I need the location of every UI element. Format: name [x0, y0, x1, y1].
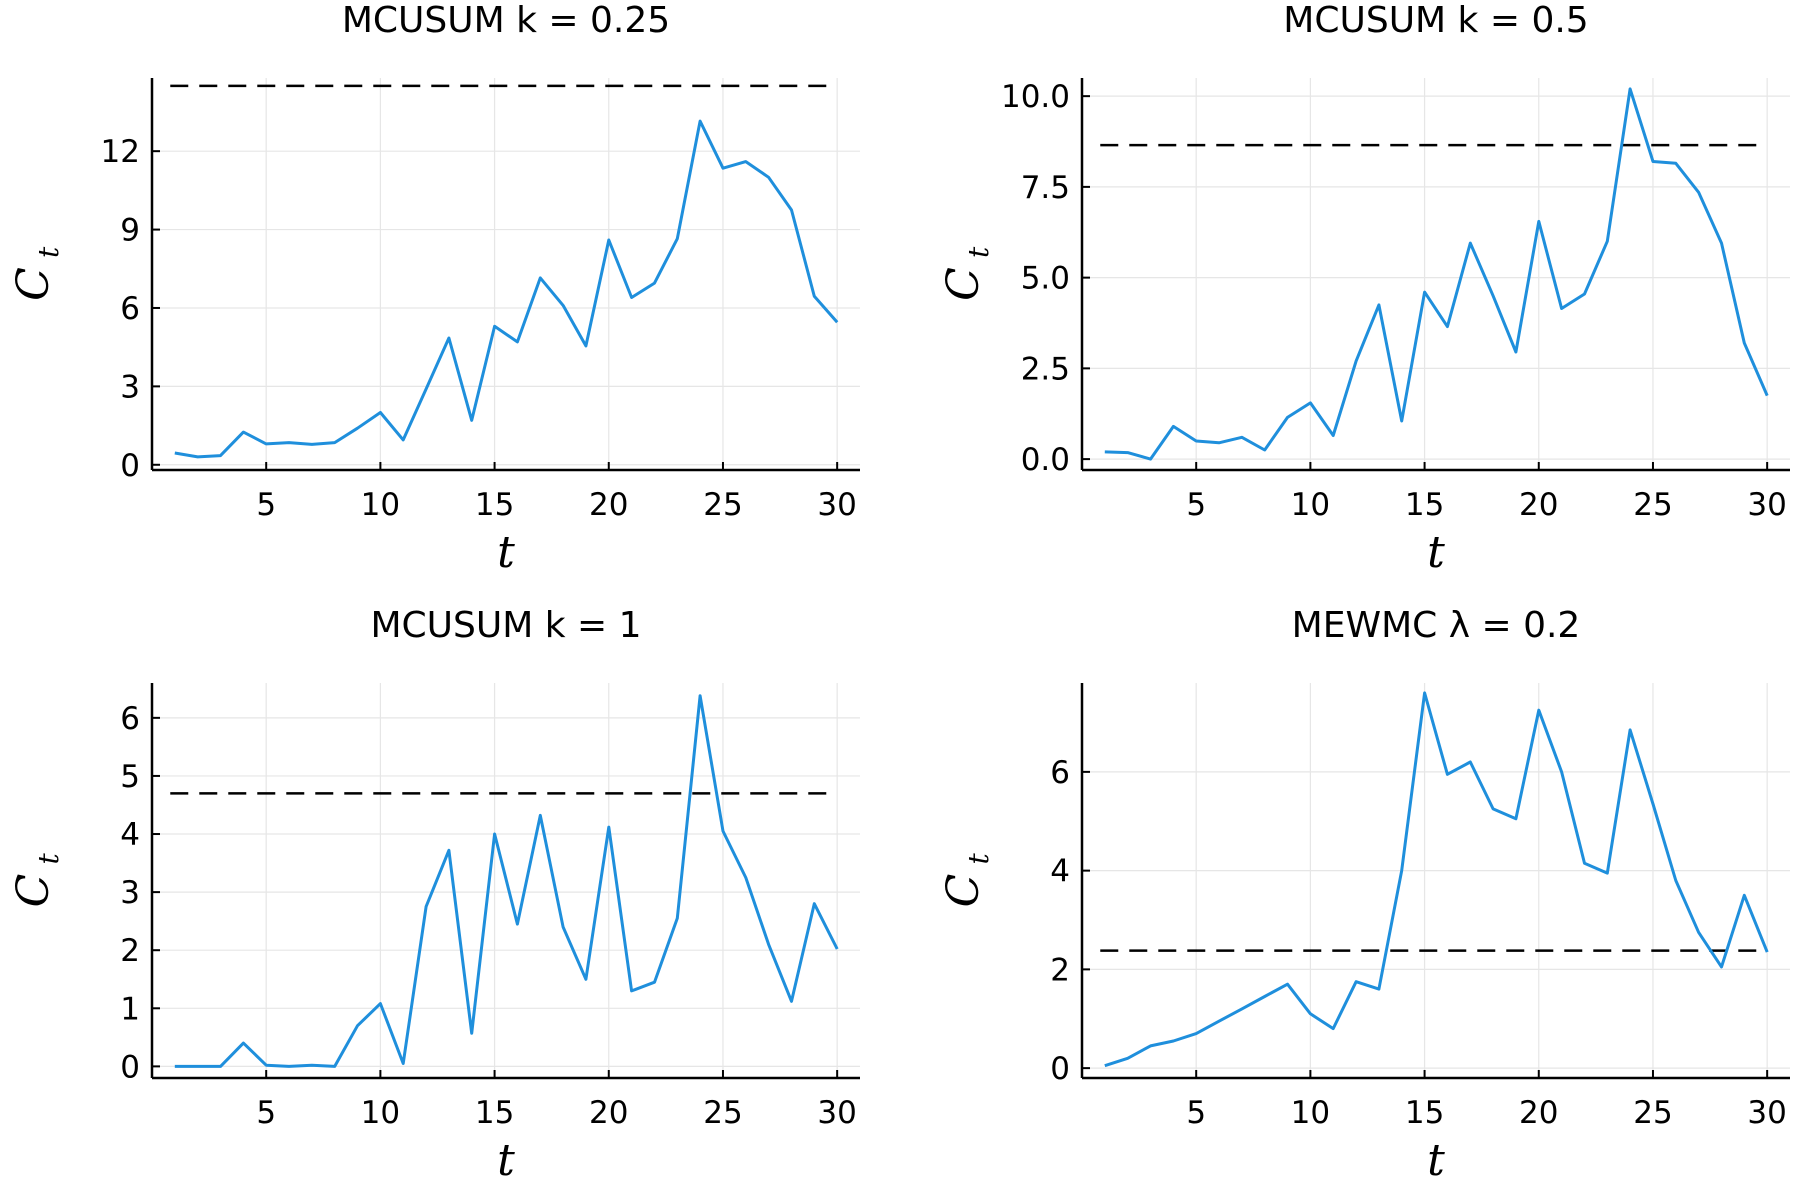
y-axis-label: C t [8, 246, 65, 301]
y-tick-label: 2.5 [1021, 351, 1070, 387]
x-tick-label: 15 [475, 487, 514, 523]
y-axis-label-main: C [8, 267, 59, 301]
y-tick-label: 12 [101, 134, 140, 170]
x-tick-label: 15 [1405, 1095, 1444, 1131]
x-tick-label: 10 [1291, 1095, 1330, 1131]
y-axis-label-subscript: t [32, 246, 65, 258]
chart-title: MEWMC λ = 0.2 [1292, 605, 1581, 646]
chart-title: MCUSUM k = 0.25 [342, 0, 670, 41]
panel-mewmc-lambda-0-2: MEWMC λ = 0.2 t C t 5 10 15 20 25 30 0 2 4 6 [938, 605, 1790, 1186]
chart-title: MCUSUM k = 1 [370, 605, 641, 646]
x-tick-label: 20 [1519, 1095, 1558, 1131]
y-tick-label: 4 [120, 817, 140, 853]
x-tick-label: 25 [1633, 1095, 1672, 1131]
y-axis-label-main: C [8, 874, 59, 908]
x-tick-label: 25 [703, 487, 742, 523]
y-axis-label: C t [8, 853, 65, 908]
panel-mcusum-k-1: MCUSUM k = 1 t C t 5 10 15 20 25 30 0 1 2 3 4 5 6 [8, 605, 860, 1186]
y-tick-label: 3 [120, 369, 140, 405]
y-tick-label: 0.0 [1021, 442, 1070, 478]
y-axis-label: C t [938, 246, 995, 301]
y-tick-label: 5 [120, 759, 140, 795]
y-tick-label: 4 [1050, 854, 1070, 890]
y-tick-label: 3 [120, 875, 140, 911]
x-axis-label: t [497, 1135, 515, 1186]
x-tick-label: 20 [589, 1095, 628, 1131]
panel-mcusum-k-0-25: MCUSUM k = 0.25 t C t 5 10 15 20 25 30 0 3 6 9 12 [8, 0, 860, 578]
series-line [174, 694, 839, 1068]
x-tick-label: 5 [256, 487, 276, 523]
y-axis-label-subscript: t [32, 853, 65, 865]
y-tick-label: 5.0 [1021, 261, 1070, 297]
x-tick-label: 20 [589, 487, 628, 523]
y-tick-label: 0 [1050, 1051, 1070, 1087]
x-tick-label: 30 [817, 487, 856, 523]
x-tick-label: 10 [361, 1095, 400, 1131]
x-tick-label: 5 [256, 1095, 276, 1131]
y-tick-label: 9 [120, 213, 140, 249]
x-tick-label: 15 [1405, 487, 1444, 523]
y-tick-label: 10.0 [1001, 79, 1070, 115]
x-axis-label: t [1427, 1135, 1445, 1186]
x-tick-label: 10 [1291, 487, 1330, 523]
grid [1082, 78, 1790, 470]
y-tick-label: 2 [1050, 952, 1070, 988]
series-line [1104, 87, 1769, 461]
y-tick-label: 6 [120, 701, 140, 737]
chart-title: MCUSUM k = 0.5 [1283, 0, 1588, 41]
x-tick-label: 30 [1747, 1095, 1786, 1131]
x-tick-label: 5 [1186, 1095, 1206, 1131]
y-axis-label-subscript: t [962, 246, 995, 258]
y-tick-label: 6 [120, 291, 140, 327]
y-axis-label-main: C [938, 267, 989, 301]
y-tick-label: 2 [120, 933, 140, 969]
series-line [1104, 691, 1769, 1068]
y-axis-label-subscript: t [962, 853, 995, 865]
x-tick-label: 15 [475, 1095, 514, 1131]
x-tick-label: 30 [817, 1095, 856, 1131]
series-line [174, 119, 839, 459]
x-tick-label: 20 [1519, 487, 1558, 523]
grid [1082, 683, 1790, 1078]
y-tick-label: 6 [1050, 755, 1070, 791]
x-axis-label: t [1427, 527, 1445, 578]
x-tick-label: 5 [1186, 487, 1206, 523]
x-tick-label: 30 [1747, 487, 1786, 523]
grid [152, 683, 860, 1078]
x-tick-label: 25 [1633, 487, 1672, 523]
y-tick-label: 0 [120, 448, 140, 484]
x-tick-label: 10 [361, 487, 400, 523]
y-tick-label: 0 [120, 1049, 140, 1085]
grid [152, 78, 860, 470]
y-tick-label: 1 [120, 991, 140, 1027]
x-axis-label: t [497, 527, 515, 578]
panel-mcusum-k-0-5: MCUSUM k = 0.5 t C t 5 10 15 20 25 30 0.0 2.5 5.… [938, 0, 1790, 578]
y-axis-label: C t [938, 853, 995, 908]
y-axis-label-main: C [938, 874, 989, 908]
x-tick-label: 25 [703, 1095, 742, 1131]
y-tick-label: 7.5 [1021, 170, 1070, 206]
